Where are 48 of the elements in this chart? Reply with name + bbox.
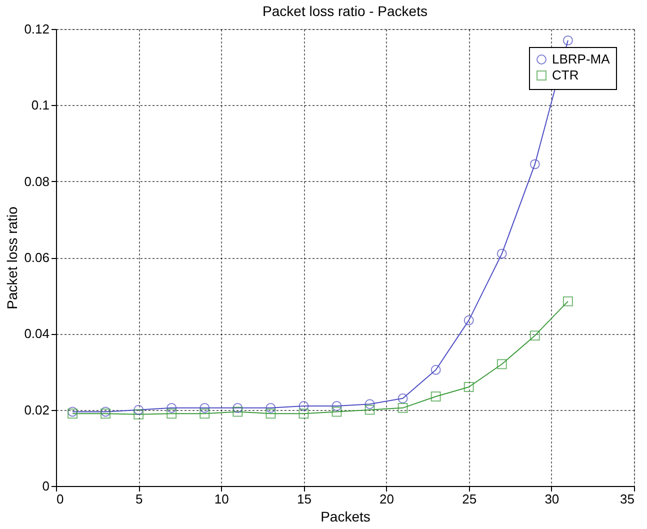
- y-tick-label: 0.12: [24, 22, 50, 36]
- point: [166, 408, 177, 419]
- point: [266, 402, 276, 413]
- y-axis-title: Packet loss ratio: [4, 206, 20, 310]
- x-tick-label: 10: [214, 492, 229, 506]
- legend-label: LBRP-MA: [552, 52, 610, 66]
- y-tick-label: 0.02: [24, 402, 50, 418]
- point: [232, 406, 243, 417]
- point: [298, 401, 309, 411]
- x-tick-label: 35: [620, 492, 634, 506]
- point: [530, 330, 540, 341]
- y-tick-label: 0: [42, 478, 50, 494]
- point: [496, 359, 507, 370]
- x-tick-label: 5: [135, 492, 143, 506]
- chart-title: Packet loss ratio - Packets: [262, 3, 428, 19]
- point: [332, 401, 342, 411]
- x-tick-label: 0: [56, 492, 64, 506]
- point: [398, 393, 408, 404]
- point: [232, 402, 243, 413]
- point: [298, 408, 309, 419]
- point: [200, 408, 210, 419]
- x-tick-label: 20: [380, 492, 394, 506]
- point: [562, 296, 573, 306]
- point: [496, 248, 507, 259]
- x-axis-title: Packets: [320, 508, 370, 524]
- point: [430, 364, 441, 375]
- legend-label: CTR: [552, 68, 579, 82]
- point: [562, 35, 573, 46]
- point: [530, 159, 540, 170]
- point: [332, 406, 342, 417]
- y-tick-label: 0.08: [24, 174, 50, 189]
- point: [200, 402, 210, 413]
- y-tick-label: 0.1: [31, 98, 50, 113]
- point: [166, 402, 177, 413]
- point: [134, 404, 144, 415]
- x-tick-label: 15: [296, 492, 312, 506]
- point: [398, 402, 408, 413]
- x-tick-label: 25: [462, 492, 477, 506]
- x-tick-label: 30: [544, 492, 560, 506]
- point: [364, 404, 375, 415]
- y-tick-label: 0.06: [24, 250, 50, 265]
- point: [266, 408, 276, 419]
- point: [464, 382, 474, 392]
- point: [430, 392, 441, 402]
- point: [464, 315, 474, 326]
- point: [134, 409, 144, 420]
- y-tick-label: 0.04: [24, 326, 50, 342]
- point: [364, 399, 375, 410]
